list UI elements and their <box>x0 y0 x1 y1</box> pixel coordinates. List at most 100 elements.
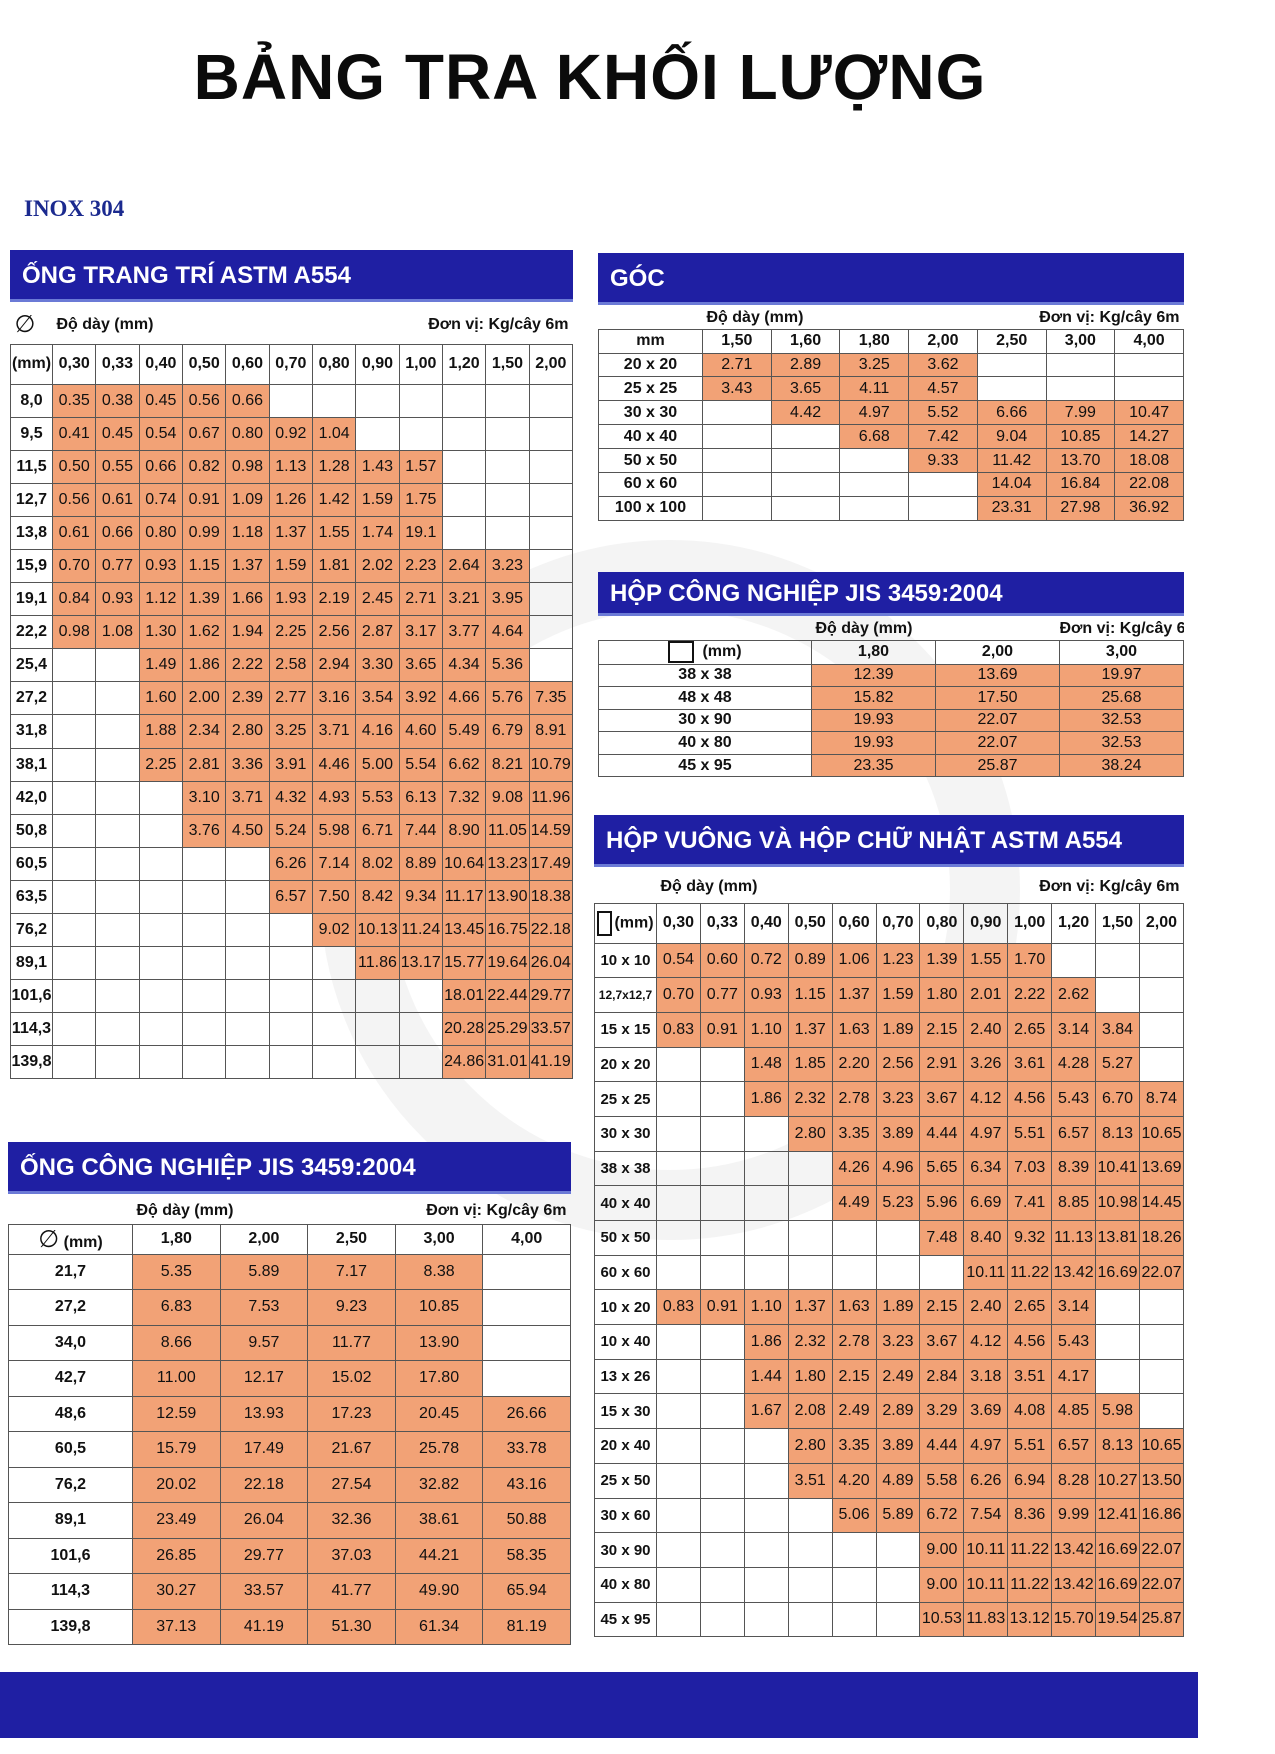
table-row: 30 x 90 9.00 10.11 11.22 13.42 16.69 22.07 <box>594 1532 1185 1568</box>
weight-cell: 16.75 <box>485 912 530 948</box>
table-hop-vuong: Độ dày (mm) Đơn vị: Kg/cây 6m (mm) 0,30 0,… <box>594 871 1185 1638</box>
weight-cell: 1.89 <box>875 1011 921 1048</box>
weight-cell <box>743 1185 789 1221</box>
weight-cell: 27.98 <box>1045 495 1116 521</box>
weight-cell <box>138 1012 183 1047</box>
size-header-label: (mm) <box>11 355 52 372</box>
weight-cell: 2.40 <box>963 1011 1009 1048</box>
weight-cell: 0.41 <box>51 416 97 451</box>
thickness-header: 4,00 <box>482 1223 571 1255</box>
weight-cell: 5.49 <box>441 714 487 749</box>
thickness-header: 2,00 <box>1138 902 1185 944</box>
weight-cell: 13.69 <box>1138 1150 1185 1187</box>
table-row: 25 x 25 3.43 3.65 4.11 4.57 <box>598 376 1184 402</box>
weight-cell <box>138 846 183 881</box>
thickness-header: 1,50 <box>485 343 530 385</box>
weight-cell: 13.69 <box>935 663 1060 688</box>
weight-cell: 2.65 <box>1007 1289 1053 1326</box>
weight-cell <box>743 1462 789 1499</box>
size-header-label: (mm) <box>614 914 654 932</box>
weight-cell <box>268 912 313 948</box>
weight-cell: 3.91 <box>268 747 313 782</box>
weight-cell: 10.27 <box>1095 1462 1140 1499</box>
weight-cell <box>528 648 574 683</box>
weight-cell: 1.88 <box>138 714 183 749</box>
thickness-header: 1,60 <box>770 328 841 354</box>
weight-cell: 2.80 <box>225 714 270 749</box>
weight-cell: 4.96 <box>875 1150 921 1187</box>
size-label: 50 x 50 <box>594 1220 657 1256</box>
weight-cell: 1.37 <box>225 548 270 584</box>
weight-cell: 9.57 <box>219 1324 309 1361</box>
size-label: 114,3 <box>10 1012 53 1047</box>
table-row: 60 x 60 10.11 11.22 13.42 16.69 22.07 <box>594 1254 1185 1291</box>
weight-cell: 4.16 <box>355 714 400 749</box>
weight-cell: 0.38 <box>95 383 140 418</box>
weight-cell <box>181 879 227 915</box>
size-label: 25 x 50 <box>594 1462 657 1499</box>
thickness-header: 0,33 <box>699 902 745 944</box>
weight-cell <box>95 1012 140 1047</box>
weight-cell: 1.10 <box>743 1289 789 1326</box>
size-label: 20 x 40 <box>594 1428 657 1464</box>
weight-cell: 1.55 <box>311 515 357 550</box>
thickness-header: 1,50 <box>702 328 772 354</box>
weight-cell: 3.23 <box>485 548 530 584</box>
thickness-header: 0,50 <box>787 902 833 944</box>
table-row: 60,5 15.79 17.49 21.67 25.78 33.78 <box>8 1431 571 1468</box>
weight-cell <box>1138 1046 1185 1083</box>
weight-cell: 10.85 <box>1045 424 1116 450</box>
banner-ong-trang-tri: ỐNG TRANG TRÍ ASTM A554 <box>10 250 573 302</box>
weight-cell: 11.22 <box>1007 1532 1053 1568</box>
weight-cell: 2.23 <box>398 548 443 584</box>
weight-cell: 13.42 <box>1051 1254 1097 1291</box>
weight-cell: 5.98 <box>311 813 357 848</box>
table-row: 13 x 26 1.44 1.80 2.15 2.49 2.84 3.18 3.51 4.17 <box>594 1358 1185 1395</box>
weight-cell: 4.12 <box>963 1324 1009 1360</box>
material-label: INOX 304 <box>24 196 125 221</box>
size-label: 30 x 30 <box>594 1115 657 1152</box>
weight-cell: 3.23 <box>875 1081 921 1117</box>
weight-cell: 1.60 <box>138 681 183 716</box>
weight-cell <box>528 582 574 617</box>
weight-cell: 25.87 <box>935 753 1060 778</box>
weight-cell: 7.41 <box>1007 1185 1053 1221</box>
thickness-header: 3,00 <box>1045 328 1116 354</box>
weight-cell: 9.34 <box>398 879 443 915</box>
weight-cell: 2.25 <box>268 615 313 650</box>
weight-cell: 4.97 <box>839 400 910 426</box>
weight-cell: 11.22 <box>1007 1566 1053 1603</box>
header-row: (mm) 0,30 0,33 0,40 0,50 0,60 0,70 0,80 0,90 1,00… <box>594 902 1185 944</box>
size-label: 40 x 40 <box>598 424 703 450</box>
weight-cell <box>225 1012 270 1047</box>
banner-hop-cong-nghiep: HỘP CÔNG NGHIỆP JIS 3459:2004 <box>598 572 1184 616</box>
weight-cell: 2.00 <box>181 681 227 716</box>
weight-cell: 2.87 <box>355 615 400 650</box>
weight-cell <box>355 416 400 451</box>
weight-cell <box>699 1358 745 1395</box>
weight-cell: 13.42 <box>1051 1532 1097 1568</box>
weight-cell <box>528 515 574 550</box>
size-label: 139,8 <box>8 1608 133 1645</box>
size-label: 25 x 25 <box>594 1081 657 1117</box>
size-label: 15 x 30 <box>594 1393 657 1430</box>
weight-cell: 8.38 <box>394 1253 484 1290</box>
weight-cell: 2.08 <box>787 1393 833 1430</box>
table-row: 101,6 26.85 29.77 37.03 44.21 58.35 <box>8 1537 571 1574</box>
weight-cell: 4.66 <box>441 681 487 716</box>
weight-cell: 4.85 <box>1051 1393 1097 1430</box>
table-row: 10 x 40 1.86 2.32 2.78 3.23 3.67 4.12 4.56 5.43 <box>594 1324 1185 1360</box>
weight-cell: 3.62 <box>908 352 978 378</box>
weight-cell: 26.04 <box>219 1502 309 1539</box>
weight-cell <box>225 912 270 948</box>
weight-cell: 22.18 <box>528 912 574 948</box>
header-row: (mm) 0,30 0,33 0,40 0,50 0,60 0,70 0,80 0,90 1,00… <box>10 343 574 385</box>
weight-cell: 4.93 <box>311 780 357 815</box>
weight-cell: 0.91 <box>699 1011 745 1048</box>
weight-cell: 11.42 <box>976 448 1047 473</box>
weight-cell: 1.59 <box>875 977 921 1013</box>
weight-cell <box>919 1254 965 1291</box>
weight-cell <box>702 424 772 450</box>
weight-cell: 2.49 <box>875 1358 921 1395</box>
weight-cell: 1.15 <box>787 977 833 1013</box>
